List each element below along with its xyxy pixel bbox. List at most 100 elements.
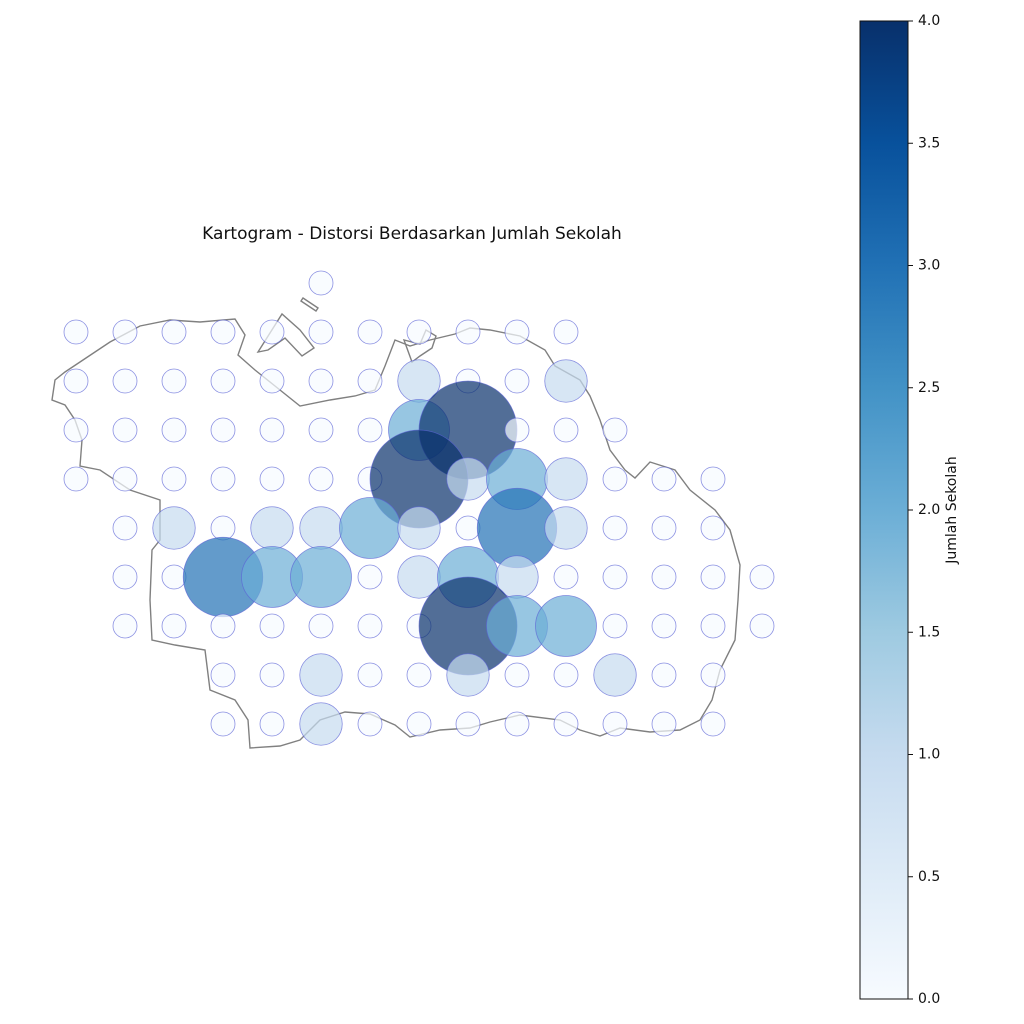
- bubble: [259, 613, 285, 639]
- bubble: [700, 515, 726, 541]
- bubble: [63, 368, 89, 394]
- bubble: [593, 653, 637, 697]
- bubble: [250, 506, 294, 550]
- bubble: [749, 564, 775, 590]
- bubble: [602, 417, 628, 443]
- bubble: [553, 417, 579, 443]
- colorbar-tick-label: 0.5: [918, 869, 940, 885]
- bubble: [210, 711, 236, 737]
- bubble: [749, 613, 775, 639]
- bubble: [651, 564, 677, 590]
- bubble: [259, 368, 285, 394]
- bubble: [161, 466, 187, 492]
- bubble: [504, 662, 530, 688]
- bubble: [357, 564, 383, 590]
- bubble: [446, 653, 490, 697]
- bubble: [651, 613, 677, 639]
- bubble: [651, 515, 677, 541]
- bubble: [553, 662, 579, 688]
- bubble: [602, 515, 628, 541]
- colorbar-tick-label: 2.5: [918, 380, 940, 396]
- bubble: [700, 466, 726, 492]
- bubble: [504, 319, 530, 345]
- bubble: [535, 595, 597, 657]
- bubble: [259, 417, 285, 443]
- bubble: [161, 417, 187, 443]
- colorbar-tick-label: 4.0: [918, 13, 940, 29]
- bubble: [455, 319, 481, 345]
- chart-title: Kartogram - Distorsi Berdasarkan Jumlah …: [202, 224, 622, 244]
- bubble: [700, 662, 726, 688]
- bubble: [299, 506, 343, 550]
- bubble: [308, 368, 334, 394]
- bubble: [602, 466, 628, 492]
- colorbar: [859, 20, 909, 1000]
- bubble: [308, 417, 334, 443]
- bubble: [210, 515, 236, 541]
- bubble: [544, 359, 588, 403]
- bubble: [161, 564, 187, 590]
- bubble: [259, 319, 285, 345]
- bubble: [210, 368, 236, 394]
- bubble: [299, 702, 343, 746]
- bubble: [397, 506, 441, 550]
- bubble: [504, 417, 530, 443]
- bubble: [357, 368, 383, 394]
- bubble: [210, 613, 236, 639]
- bubble: [112, 613, 138, 639]
- bubble: [112, 319, 138, 345]
- bubble: [259, 662, 285, 688]
- colorbar-tick-label: 1.0: [918, 747, 940, 763]
- colorbar-tick-label: 3.5: [918, 135, 940, 151]
- bubble: [308, 613, 334, 639]
- bubble: [259, 711, 285, 737]
- colorbar-tick-label: 0.0: [918, 991, 940, 1007]
- bubble: [112, 368, 138, 394]
- bubble: [112, 466, 138, 492]
- bubble: [602, 711, 628, 737]
- bubble: [700, 564, 726, 590]
- bubble: [339, 497, 401, 559]
- bubble: [308, 466, 334, 492]
- bubble: [700, 711, 726, 737]
- bubble: [455, 515, 481, 541]
- bubble: [406, 319, 432, 345]
- bubble: [161, 613, 187, 639]
- colorbar-label: Jumlah Sekolah: [944, 456, 960, 564]
- bubble: [112, 515, 138, 541]
- colorbar-tick-label: 3.0: [918, 258, 940, 274]
- bubble: [553, 319, 579, 345]
- bubble: [259, 466, 285, 492]
- bubble: [63, 319, 89, 345]
- bubble: [357, 319, 383, 345]
- bubble: [357, 662, 383, 688]
- bubble: [700, 613, 726, 639]
- bubble: [210, 662, 236, 688]
- bubble: [112, 564, 138, 590]
- bubble: [308, 319, 334, 345]
- bubble: [504, 711, 530, 737]
- colorbar-tick-label: 2.0: [918, 502, 940, 518]
- bubble: [210, 417, 236, 443]
- bubble: [152, 506, 196, 550]
- bubble: [544, 506, 588, 550]
- bubble: [357, 613, 383, 639]
- bubble: [210, 466, 236, 492]
- bubble: [602, 564, 628, 590]
- bubble: [602, 613, 628, 639]
- bubble: [553, 564, 579, 590]
- bubble: [651, 662, 677, 688]
- bubble: [504, 368, 530, 394]
- bubble: [308, 270, 334, 296]
- bubble: [406, 662, 432, 688]
- bubble: [299, 653, 343, 697]
- bubble: [63, 466, 89, 492]
- bubble: [210, 319, 236, 345]
- bubble: [406, 711, 432, 737]
- bubble: [161, 319, 187, 345]
- bubble: [446, 457, 490, 501]
- bubble: [553, 711, 579, 737]
- bubble: [63, 417, 89, 443]
- bubble: [112, 417, 138, 443]
